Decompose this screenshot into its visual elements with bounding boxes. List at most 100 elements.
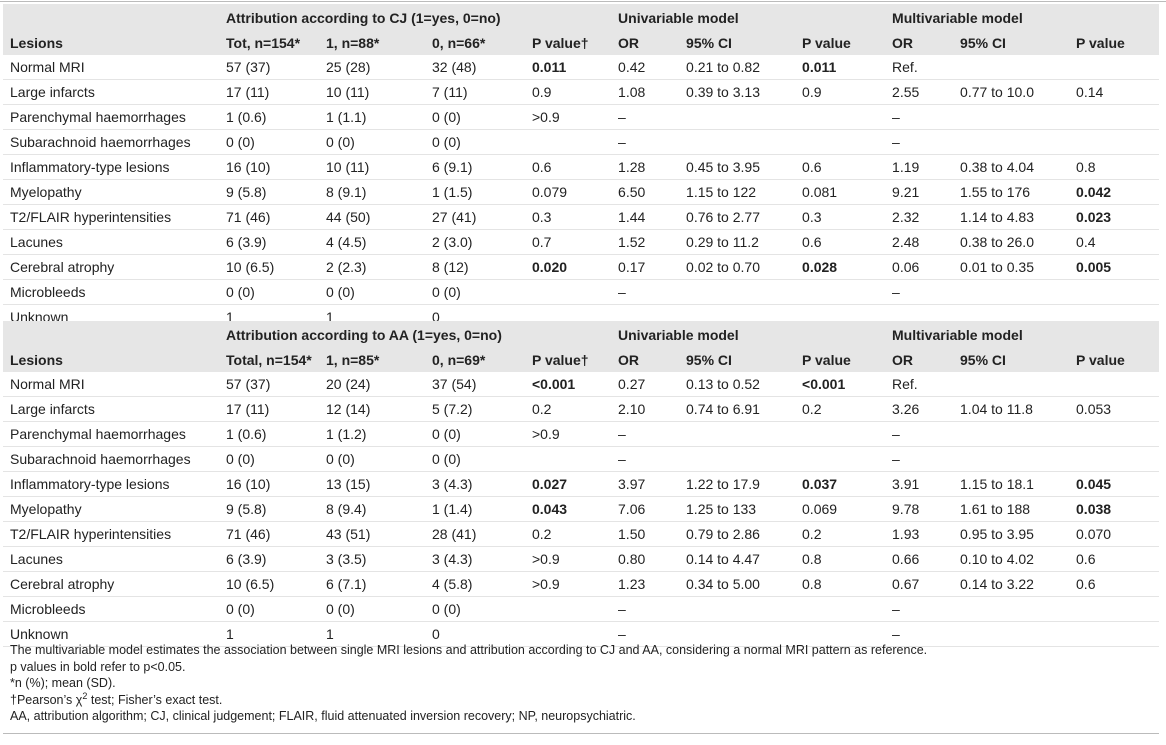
table-cell: 1 — [319, 621, 425, 647]
column-header: 0, n=66* — [425, 31, 525, 55]
table-cell: 0.023 — [1069, 204, 1160, 230]
table-cell — [679, 596, 796, 622]
table-cell: 0.14 to 4.47 — [679, 546, 796, 572]
table-cell: 13 (15) — [319, 471, 425, 497]
table-cell: 16 (10) — [219, 471, 319, 497]
table-cell: 1.08 — [611, 79, 680, 105]
table-cell: – — [885, 446, 954, 472]
table-cell: 37 (54) — [425, 372, 525, 397]
column-header: P value — [1069, 31, 1160, 55]
row-label: Parenchymal haemorrhages — [3, 421, 219, 447]
table-cell: 0.042 — [1069, 179, 1160, 205]
row-label: Cerebral atrophy — [3, 571, 219, 597]
table-cell: 0.7 — [525, 229, 612, 255]
group-multivariable: Multivariable model — [885, 4, 1160, 31]
table-cj: Attribution according to CJ (1=yes, 0=no… — [3, 4, 1160, 330]
table-cell: 12 (14) — [319, 396, 425, 422]
table-row: Lacunes 6 (3.9) 4 (4.5) 2 (3.0) 0.7 1.52 0.29 … — [3, 229, 1160, 255]
table-cell: 0.45 to 3.95 — [679, 154, 796, 180]
table-row: Normal MRI 57 (37) 25 (28) 32 (48) 0.011 0.42… — [3, 55, 1160, 80]
table-cell: 7 (11) — [425, 79, 525, 105]
row-label: Normal MRI — [3, 55, 219, 80]
table-cell — [679, 104, 796, 130]
table-row: Inflammatory-type lesions 16 (10) 10 (11) 6… — [3, 154, 1160, 180]
table-cell: 0 (0) — [319, 129, 425, 155]
table-cell: >0.9 — [525, 571, 612, 597]
table-cell: 1.19 — [885, 154, 954, 180]
table-cell: <0.001 — [795, 372, 886, 397]
row-label: Large infarcts — [3, 79, 219, 105]
table-cell — [1069, 621, 1160, 647]
table-row: Microbleeds 0 (0) 0 (0) 0 (0) – – — [3, 596, 1160, 622]
table-cell: 0.21 to 0.82 — [679, 55, 796, 80]
row-label: T2/FLAIR hyperintensities — [3, 204, 219, 230]
table-cell — [525, 446, 612, 472]
table-cell: 0.3 — [525, 204, 612, 230]
column-header: OR — [611, 348, 680, 372]
table-cell: 1.25 to 133 — [679, 496, 796, 522]
group-attribution: Attribution according to AA (1=yes, 0=no… — [219, 321, 612, 348]
table-cell: 0.10 to 4.02 — [953, 546, 1070, 572]
row-label: Inflammatory-type lesions — [3, 154, 219, 180]
group-univariable: Univariable model — [611, 321, 886, 348]
column-header: 0, n=69* — [425, 348, 525, 372]
table-cell: 10 (6.5) — [219, 254, 319, 280]
table-cell: 0.74 to 6.91 — [679, 396, 796, 422]
group-multivariable: Multivariable model — [885, 321, 1160, 348]
table-cell: – — [885, 621, 954, 647]
table-cell: 1.55 to 176 — [953, 179, 1070, 205]
table-cell: 44 (50) — [319, 204, 425, 230]
table-cell: 0 (0) — [425, 129, 525, 155]
table-cell: 4 (4.5) — [319, 229, 425, 255]
table-cell: – — [611, 104, 680, 130]
table-cell: 10 (11) — [319, 154, 425, 180]
table-row: Parenchymal haemorrhages 1 (0.6) 1 (1.2) 0 … — [3, 421, 1160, 447]
table-row: T2/FLAIR hyperintensities 71 (46) 44 (50) 2… — [3, 204, 1160, 230]
table-cell: 0.06 — [885, 254, 954, 280]
table-cell: 8 (12) — [425, 254, 525, 280]
table-cell: 1.28 — [611, 154, 680, 180]
group-attribution: Attribution according to CJ (1=yes, 0=no… — [219, 4, 612, 31]
table-cell: 2.48 — [885, 229, 954, 255]
table-cell: 0.95 to 3.95 — [953, 521, 1070, 547]
table-cell: 0 (0) — [319, 279, 425, 305]
table-cell: 2.10 — [611, 396, 680, 422]
table-cell: 9.78 — [885, 496, 954, 522]
table-cell: – — [885, 129, 954, 155]
table-cell: 10 (6.5) — [219, 571, 319, 597]
column-header: OR — [885, 31, 954, 55]
table-cell: 20 (24) — [319, 372, 425, 397]
table-cell — [525, 621, 612, 647]
table-cell: 6 (7.1) — [319, 571, 425, 597]
column-header: P value† — [525, 31, 612, 55]
table-cell — [795, 104, 886, 130]
table-cell: 0 (0) — [425, 421, 525, 447]
table-cell: 0.6 — [1069, 546, 1160, 572]
table-cell — [525, 129, 612, 155]
table-cell — [795, 446, 886, 472]
table-cell: – — [611, 279, 680, 305]
table-cell — [953, 104, 1070, 130]
row-label: Microbleeds — [3, 279, 219, 305]
table-cell — [1069, 596, 1160, 622]
table-cell: 2 (3.0) — [425, 229, 525, 255]
table-cell: 9 (5.8) — [219, 179, 319, 205]
table-cell — [1069, 372, 1160, 397]
footnote-abbreviations: AA, attribution algorithm; CJ, clinical … — [10, 709, 636, 723]
table-cell: 1 (0.6) — [219, 421, 319, 447]
table-cell: 3 (3.5) — [319, 546, 425, 572]
row-label: Normal MRI — [3, 372, 219, 397]
table-cell: 1 (1.5) — [425, 179, 525, 205]
table-cell: 0.005 — [1069, 254, 1160, 280]
table-row: Microbleeds 0 (0) 0 (0) 0 (0) – – — [3, 279, 1160, 305]
table-cell: 1 (1.2) — [319, 421, 425, 447]
table-cell: 0.6 — [795, 229, 886, 255]
column-header: P value — [795, 31, 886, 55]
table-cell: 0.027 — [525, 471, 612, 497]
table-cell — [953, 446, 1070, 472]
table-cell: 0.13 to 0.52 — [679, 372, 796, 397]
column-header: P value — [795, 348, 886, 372]
table-cell: 0.01 to 0.35 — [953, 254, 1070, 280]
table-cell: 2.55 — [885, 79, 954, 105]
row-label: Parenchymal haemorrhages — [3, 104, 219, 130]
